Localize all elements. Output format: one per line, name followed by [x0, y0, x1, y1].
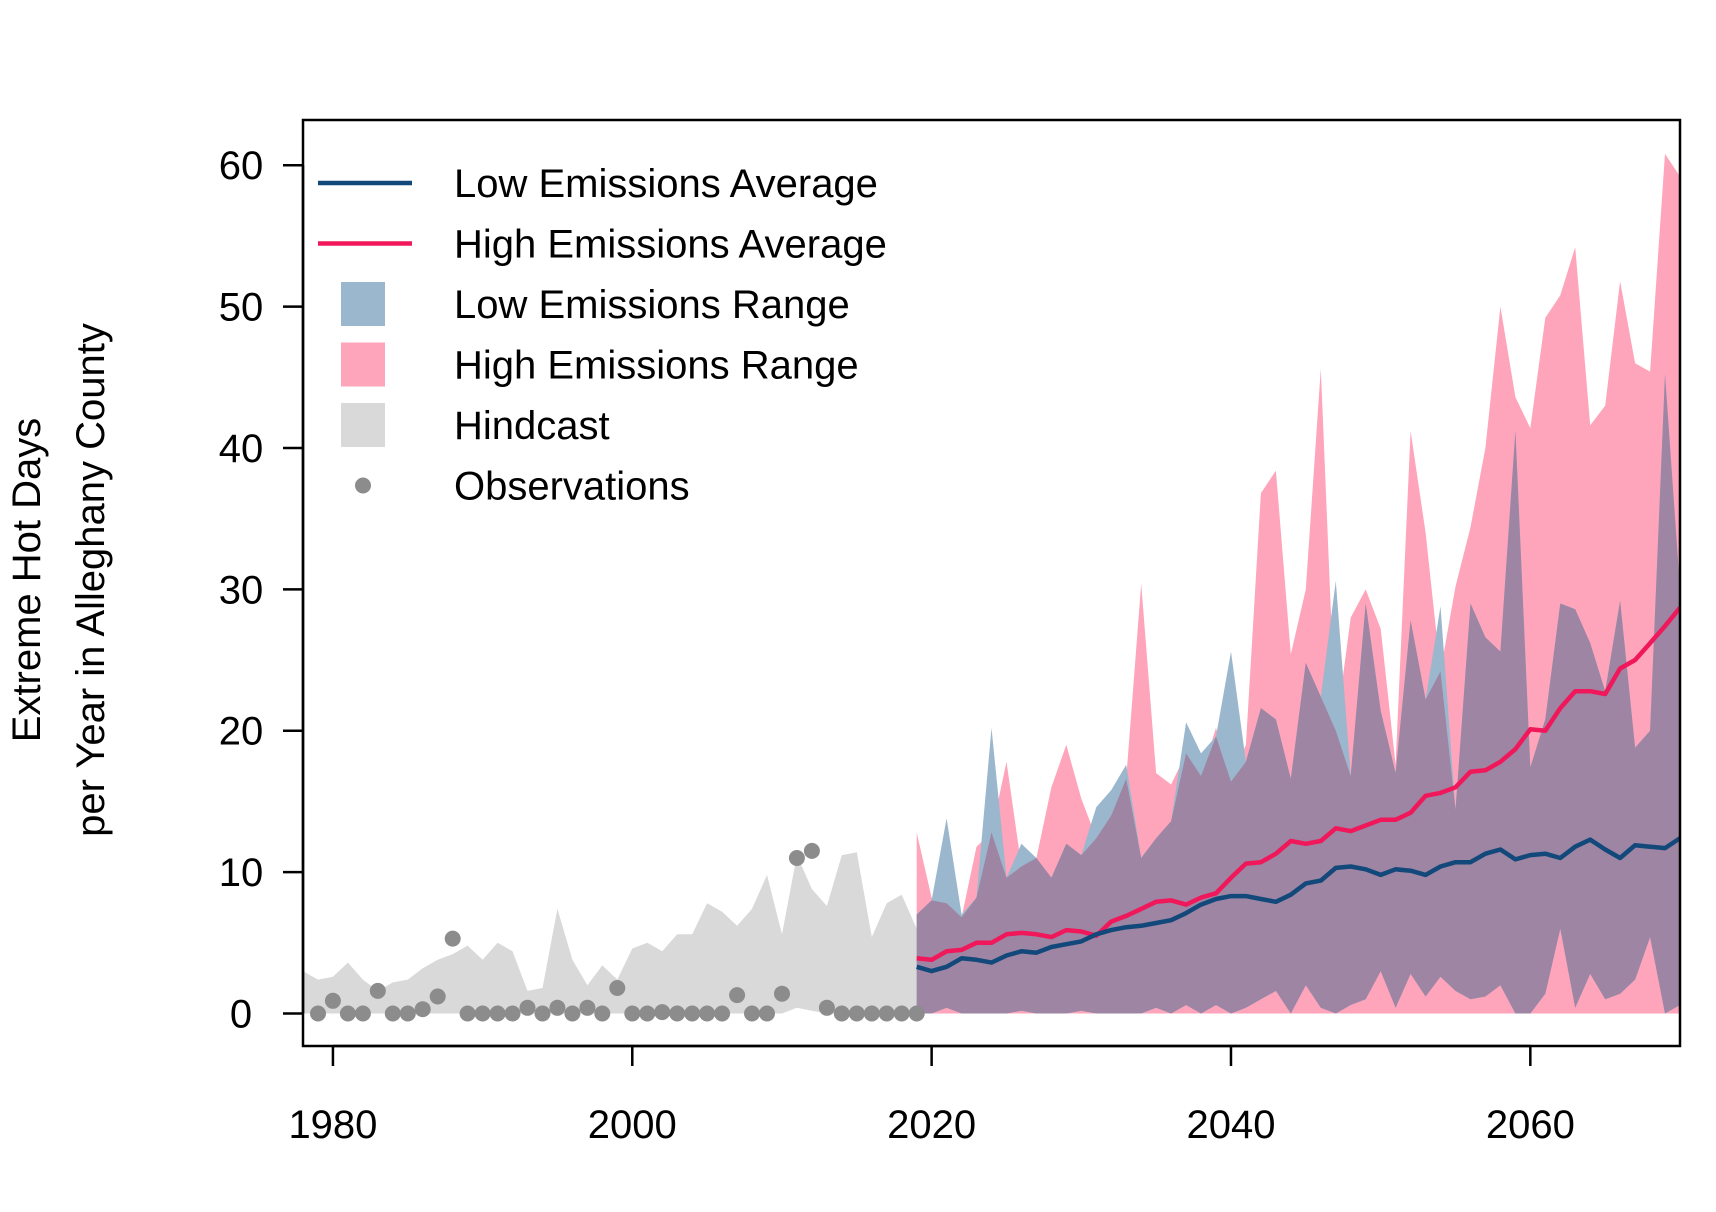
y-tick-label: 30	[219, 568, 264, 612]
observation-point	[684, 1005, 701, 1022]
observation-point	[474, 1005, 491, 1022]
observation-point	[354, 1005, 371, 1022]
x-axis: 1980 2000 2020 2040 2060	[288, 1044, 1575, 1147]
observation-point	[384, 1005, 401, 1022]
y-tick-label: 0	[230, 992, 252, 1036]
observation-point	[878, 1005, 895, 1022]
observation-point	[609, 980, 626, 996]
legend-label: High Emissions Range	[454, 344, 859, 388]
y-axis-title-line-2: per Year in Alleghany County	[69, 323, 113, 837]
x-tick-label: 2040	[1186, 1103, 1275, 1147]
observation-point	[504, 1005, 521, 1022]
legend-label: Low Emissions Average	[454, 162, 878, 206]
y-axis: 0 10 20 30 40 50 60	[219, 144, 305, 1036]
observation-point	[759, 1005, 775, 1022]
y-tick-label: 50	[219, 286, 264, 330]
hindcast-area-layer	[303, 852, 917, 1014]
y-tick-label: 20	[219, 710, 264, 754]
observation-point	[893, 1005, 910, 1022]
observation-point	[744, 1005, 760, 1022]
hindcast-area	[303, 852, 917, 1014]
observation-point	[803, 842, 820, 859]
observation-point	[534, 1005, 551, 1022]
x-tick-label: 2060	[1486, 1103, 1575, 1147]
observation-point	[908, 1005, 925, 1022]
observation-point	[489, 1005, 506, 1022]
observation-point	[369, 982, 386, 999]
observation-point	[729, 987, 746, 1004]
legend: Low Emissions Average High Emissions Aver…	[318, 162, 887, 509]
observation-point	[310, 1005, 326, 1022]
observations-layer	[310, 842, 925, 1022]
legend-swatch-low-range	[341, 282, 385, 326]
observation-point	[669, 1005, 686, 1022]
observation-point	[654, 1004, 671, 1021]
legend-swatch-high-range	[341, 342, 385, 387]
y-tick-label: 10	[219, 851, 264, 895]
observation-point	[639, 1005, 656, 1022]
observation-point	[564, 1005, 581, 1022]
observation-point	[339, 1005, 356, 1022]
observation-point	[699, 1005, 716, 1022]
observation-point	[519, 999, 536, 1016]
y-tick-label: 40	[219, 427, 264, 471]
legend-label: Low Emissions Range	[454, 283, 850, 327]
observation-point	[624, 1005, 641, 1022]
y-tick-label: 60	[219, 144, 264, 188]
y-axis-title-line-1: Extreme Hot Days	[5, 418, 49, 743]
observation-point	[594, 1005, 611, 1022]
observation-point	[579, 999, 596, 1016]
low-emissions-average-line	[916, 836, 1680, 974]
observation-point	[549, 999, 566, 1016]
observation-point	[848, 1005, 865, 1022]
observation-point	[444, 930, 461, 947]
observation-point	[788, 850, 805, 866]
x-tick-label: 2020	[887, 1103, 976, 1147]
observation-point	[414, 1001, 431, 1018]
legend-swatch-hindcast	[341, 403, 385, 447]
observation-point	[863, 1005, 880, 1022]
observation-point	[429, 988, 446, 1005]
observation-point	[399, 1005, 416, 1022]
y-axis-title: Extreme Hot Days per Year in Alleghany C…	[5, 323, 113, 837]
x-tick-label: 2000	[588, 1103, 677, 1147]
high-emissions-average-line	[916, 606, 1680, 963]
average-lines-layer	[916, 606, 1680, 974]
x-tick-label: 1980	[288, 1103, 377, 1147]
observation-point	[714, 1005, 731, 1022]
legend-label: Hindcast	[454, 404, 610, 448]
observation-point	[833, 1005, 850, 1022]
observation-point	[459, 1005, 476, 1022]
observation-point	[774, 985, 790, 1002]
legend-label: Observations	[454, 465, 690, 509]
legend-point-observations	[355, 477, 371, 494]
observation-point	[324, 992, 341, 1009]
observation-point	[818, 999, 835, 1016]
legend-label: High Emissions Average	[454, 223, 887, 267]
